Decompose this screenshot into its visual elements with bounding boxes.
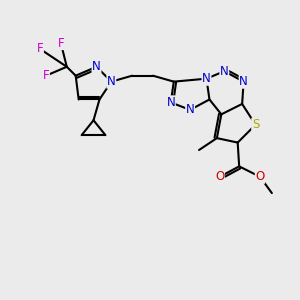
Text: F: F (43, 69, 49, 82)
Text: F: F (37, 42, 43, 56)
Text: N: N (107, 75, 116, 88)
Text: F: F (58, 37, 64, 50)
Text: N: N (167, 96, 175, 109)
Text: N: N (92, 60, 101, 73)
Text: O: O (255, 170, 265, 183)
Text: N: N (239, 75, 248, 88)
Text: N: N (202, 72, 211, 85)
Text: N: N (186, 103, 194, 116)
Text: N: N (220, 65, 229, 78)
Text: O: O (215, 170, 224, 183)
Text: S: S (252, 118, 259, 131)
